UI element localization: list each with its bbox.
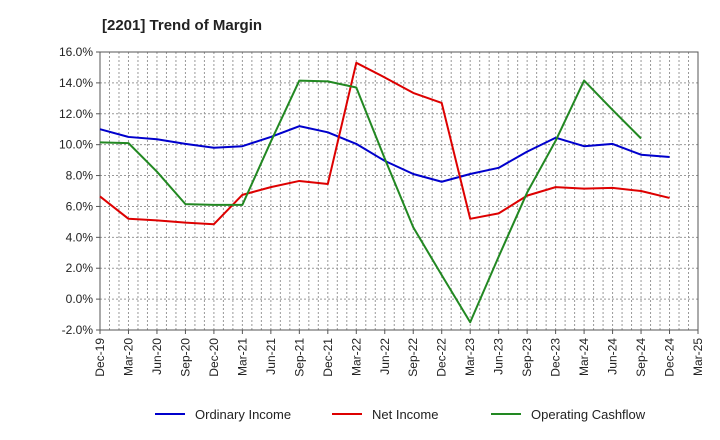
x-tick-label: Mar-22 [349, 338, 363, 376]
x-tick-label: Jun-21 [264, 338, 278, 375]
x-tick-label: Dec-23 [549, 338, 563, 377]
y-axis: -2.0% 0.0% 2.0% 4.0% 6.0% 8.0% 10.0% 12.0% 14.0%… [59, 45, 100, 337]
plot-area [99, 51, 699, 331]
x-tick-label: Mar-20 [121, 338, 135, 376]
x-tick-label: Dec-19 [93, 338, 107, 377]
legend-label: Net Income [372, 407, 438, 422]
x-tick-label: Dec-22 [435, 338, 449, 377]
x-tick-label: Sep-24 [634, 338, 648, 377]
x-tick-label: Jun-20 [150, 338, 164, 375]
x-tick-label: Jun-23 [492, 338, 506, 375]
x-tick-label: Mar-21 [235, 338, 249, 376]
y-tick-label: -2.0% [62, 323, 94, 337]
x-tick-label: Dec-20 [207, 338, 221, 377]
x-tick-label: Dec-24 [663, 338, 677, 377]
x-tick-label: Mar-24 [577, 338, 591, 376]
legend-label: Ordinary Income [195, 407, 291, 422]
x-tick-label: Sep-21 [292, 338, 306, 377]
y-tick-label: 4.0% [66, 230, 94, 244]
series-lines [99, 61, 670, 324]
x-tick-label: Sep-23 [520, 338, 534, 377]
y-tick-label: 14.0% [59, 76, 93, 90]
x-tick-label: Dec-21 [321, 338, 335, 377]
legend-label: Operating Cashflow [531, 407, 646, 422]
y-tick-label: 0.0% [66, 292, 94, 306]
y-tick-label: 8.0% [66, 169, 94, 183]
x-tick-label: Jun-22 [378, 338, 392, 375]
y-tick-label: 16.0% [59, 45, 93, 59]
x-axis: Dec-19 Mar-20 Jun-20 Sep-20 Dec-20 Mar-21 Jun-… [93, 330, 705, 377]
y-tick-label: 10.0% [59, 138, 93, 152]
y-tick-label: 6.0% [66, 199, 94, 213]
x-tick-label: Jun-24 [606, 338, 620, 375]
x-tick-label: Sep-22 [406, 338, 420, 377]
x-tick-label: Sep-20 [178, 338, 192, 377]
legend: Ordinary Income Net Income Operating Cashf… [155, 407, 646, 422]
x-tick-label: Mar-23 [463, 338, 477, 376]
series-line [99, 61, 670, 226]
y-tick-label: 2.0% [66, 261, 94, 275]
series-line [99, 79, 642, 324]
chart-title: [2201] Trend of Margin [102, 17, 262, 34]
y-tick-label: 12.0% [59, 107, 93, 121]
x-tick-label: Mar-25 [691, 338, 705, 376]
